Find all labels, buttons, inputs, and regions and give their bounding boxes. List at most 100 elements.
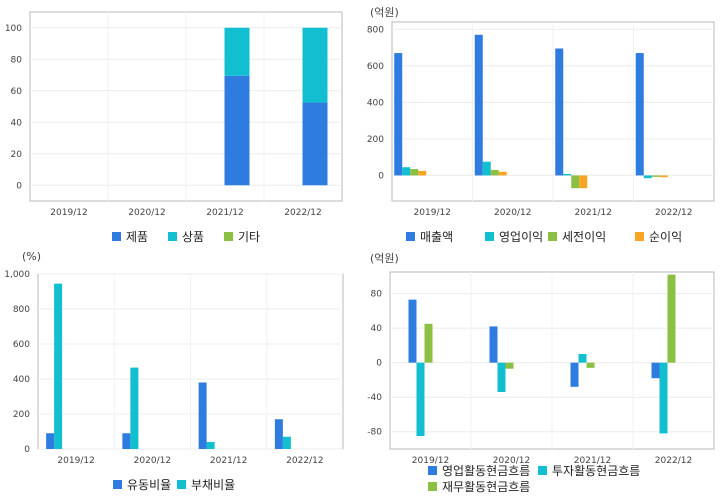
chart-ratios-plot: 0 200 400 600 800 1,000 2019/12 2020/12 2021/12 2…	[4, 270, 344, 466]
legend-swatch	[485, 232, 494, 241]
legend-label: 재무활동현금흐름	[442, 480, 531, 494]
chart-ratios-unit: (%)	[22, 250, 42, 263]
legend-item[interactable]: 상품	[168, 228, 204, 245]
bar-상품	[302, 27, 328, 103]
bar-제품	[302, 102, 328, 186]
bar-영업활동현금흐름	[489, 326, 498, 363]
y-tick-label: -80	[367, 428, 382, 438]
bar-유동비율	[46, 433, 55, 449]
legend-item[interactable]: 세전이익	[548, 228, 606, 245]
bar-세전이익	[571, 175, 580, 189]
chart-income-plot: 0 200 400 600 800 2019/12 2020/12 2021/12 2022/1…	[367, 21, 715, 218]
legend-swatch	[224, 232, 233, 241]
legend-swatch	[428, 466, 437, 475]
y-tick-label: 80	[371, 290, 383, 300]
legend-swatch	[548, 232, 557, 241]
chart-product-mix: 0 20 40 60 80 100 2019/12 2020/12 2021/12 2022/12…	[0, 0, 360, 248]
bar-부채비율	[282, 436, 291, 449]
bar-영업활동현금흐름	[570, 362, 579, 387]
legend-label: 순이익	[649, 230, 683, 244]
y-tick-label: 80	[11, 55, 23, 65]
legend-item[interactable]: 유동비율	[113, 476, 171, 493]
x-tick-label: 2021/12	[574, 456, 611, 466]
legend-swatch	[428, 482, 437, 491]
legend-swatch	[177, 480, 186, 489]
y-tick-label: 400	[13, 375, 30, 385]
legend-item[interactable]: 영업이익	[485, 228, 543, 245]
bar-투자활동현금흐름	[578, 354, 587, 363]
legend-swatch	[538, 466, 547, 475]
legend-item[interactable]: 재무활동현금흐름	[428, 478, 530, 495]
y-tick-label: 400	[367, 98, 384, 108]
bar-영업이익	[643, 175, 652, 179]
bar-순이익	[579, 175, 588, 189]
legend-swatch	[635, 232, 644, 241]
x-tick-label: 2022/12	[655, 208, 692, 218]
legend-item[interactable]: 순이익	[635, 228, 682, 245]
legend-item[interactable]: 기타	[224, 228, 260, 245]
legend-item[interactable]: 부채비율	[177, 476, 235, 493]
bar-매출액	[474, 34, 483, 176]
x-tick-label: 2022/12	[284, 208, 321, 218]
bar-순이익	[659, 175, 668, 178]
legend-label: 세전이익	[562, 230, 607, 244]
bar-세전이익	[410, 169, 419, 176]
bar-상품	[224, 27, 250, 76]
legend-label: 유동비율	[127, 478, 172, 492]
bar-투자활동현금흐름	[659, 362, 668, 434]
y-tick-label: 1,000	[4, 270, 30, 280]
x-tick-label: 2020/12	[494, 208, 531, 218]
bar-영업활동현금흐름	[651, 362, 660, 379]
y-tick-label: 800	[367, 25, 384, 35]
bar-매출액	[394, 53, 403, 176]
chart-product-mix-plot: 0 20 40 60 80 100 2019/12 2020/12 2021/12 2022/12	[5, 11, 343, 218]
y-tick-label: 0	[376, 359, 382, 369]
y-tick-label: 100	[5, 24, 22, 34]
y-tick-label: 800	[13, 305, 30, 315]
bar-영업활동현금흐름	[408, 299, 417, 363]
x-tick-label: 2020/12	[128, 208, 165, 218]
bar-유동비율	[122, 433, 131, 449]
chart-income-unit: (억원)	[370, 6, 399, 19]
x-tick-label: 2021/12	[575, 208, 612, 218]
bar-부채비율	[54, 283, 63, 449]
legend-label: 매출액	[420, 230, 454, 244]
legend-label: 영업활동현금흐름	[442, 464, 531, 478]
legend-swatch	[406, 232, 415, 241]
y-tick-label: -40	[367, 393, 382, 403]
bar-순이익	[498, 171, 507, 176]
legend-label: 제품	[126, 230, 149, 244]
legend-item[interactable]: 영업활동현금흐름	[428, 462, 530, 479]
legend-label: 상품	[182, 230, 205, 244]
legend-swatch	[113, 480, 122, 489]
bar-제품	[224, 75, 250, 186]
x-tick-label: 2020/12	[134, 456, 171, 466]
bar-재무활동현금흐름	[505, 362, 514, 369]
chart-ratios-legend: 유동비율 부채비율	[0, 474, 360, 492]
x-tick-label: 2022/12	[655, 456, 692, 466]
legend-label: 영업이익	[499, 230, 544, 244]
bar-투자활동현금흐름	[416, 362, 425, 437]
y-tick-label: 20	[11, 150, 23, 160]
legend-label: 부채비율	[191, 478, 236, 492]
legend-item[interactable]: 제품	[112, 228, 148, 245]
chart-income-legend: 매출액 영업이익 세전이익 순이익	[360, 226, 720, 244]
bar-유동비율	[274, 419, 283, 449]
legend-item[interactable]: 투자활동현금흐름	[538, 462, 640, 479]
bar-영업이익	[563, 173, 572, 176]
chart-product-mix-legend: 제품 상품 기타	[0, 226, 360, 244]
bar-세전이익	[490, 169, 499, 176]
legend-item[interactable]: 매출액	[406, 228, 453, 245]
x-tick-label: 2019/12	[50, 208, 87, 218]
legend-label: 투자활동현금흐름	[552, 464, 641, 478]
x-tick-label: 2019/12	[412, 456, 449, 466]
bar-유동비율	[198, 382, 207, 449]
chart-cashflow: (억원) 80 40 0 -40 -80 2019/12 2020/12 2021/12 202…	[360, 248, 720, 496]
x-tick-label: 2021/12	[206, 208, 243, 218]
chart-income: (억원) 0 200 400 600 800 2019/12 2020/12 2021/12 2…	[360, 0, 720, 248]
x-tick-label: 2019/12	[57, 456, 94, 466]
y-tick-label: 0	[16, 181, 22, 191]
y-tick-label: 40	[11, 118, 23, 128]
bar-매출액	[635, 53, 644, 176]
